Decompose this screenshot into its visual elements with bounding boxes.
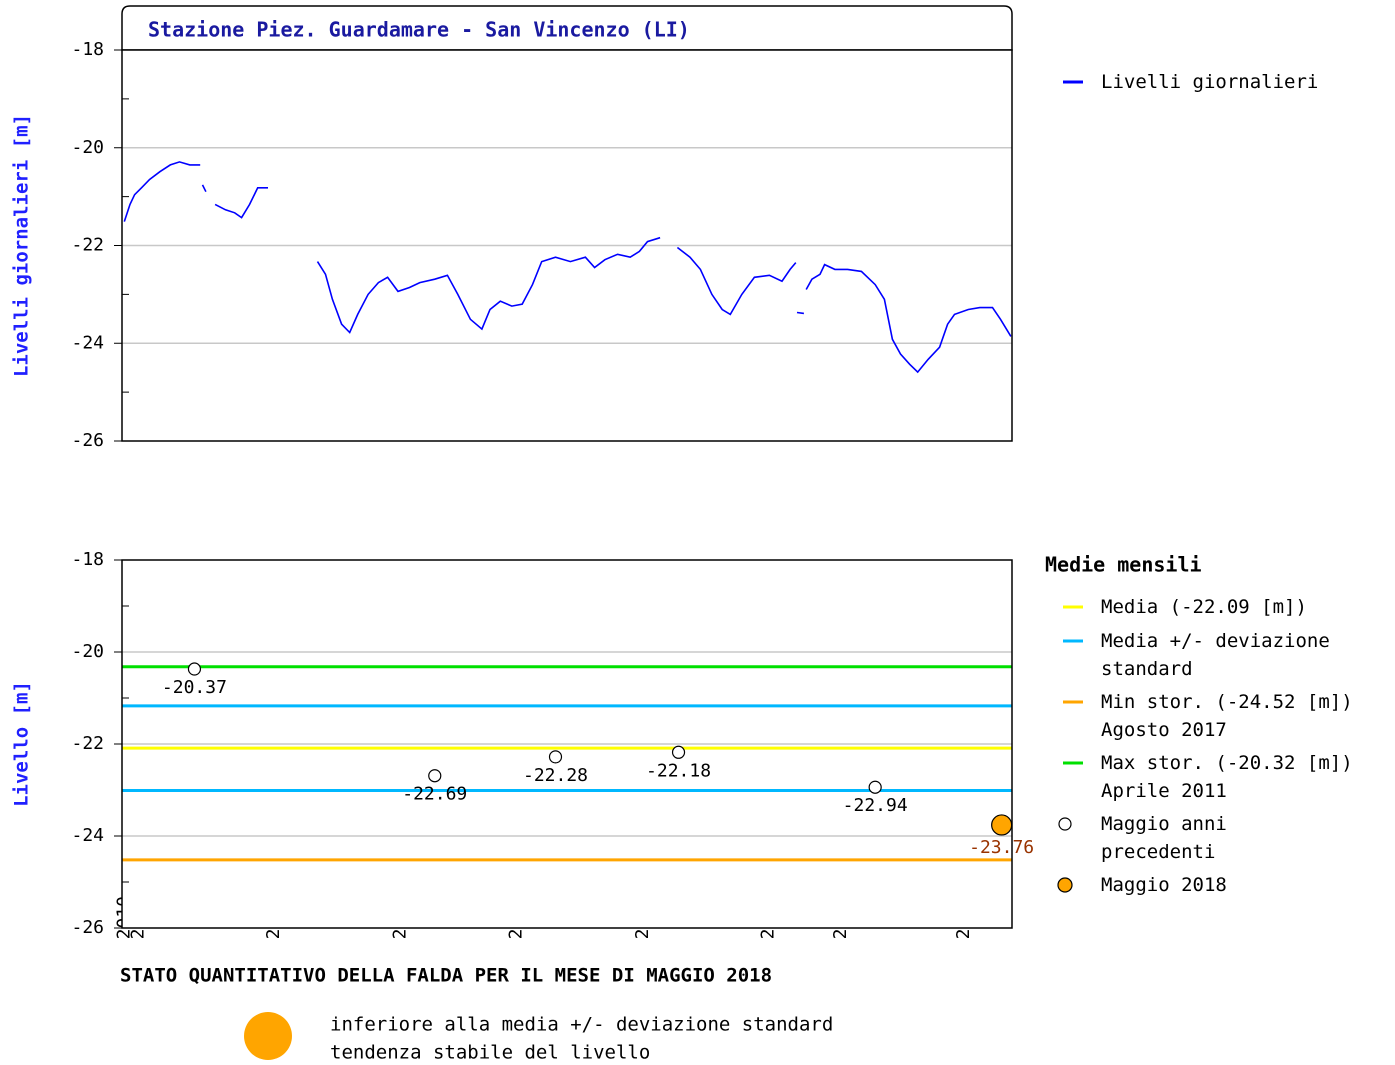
y-tick-label: -26: [71, 917, 104, 938]
y-tick-label: -18: [71, 549, 104, 570]
status-indicator: [244, 1012, 292, 1060]
point: [868, 780, 882, 794]
y-tick-label: -18: [71, 39, 104, 60]
point: [428, 769, 442, 783]
legend-label: Min stor. (-24.52 [m]) Agosto 2017: [1101, 691, 1353, 741]
plot-frame: [121, 49, 1013, 442]
point: [671, 745, 686, 759]
status-text: inferiore alla media +/- deviazione stan…: [330, 1014, 833, 1036]
y-axis-label: Livelli giornalieri [m]: [11, 114, 33, 377]
point: [991, 814, 1013, 836]
legend-label: Maggio 2018: [1101, 874, 1227, 896]
y-tick-label: -26: [71, 430, 104, 451]
data-label: -23.76: [969, 837, 1034, 858]
data-label: -20.37: [162, 677, 227, 698]
point: [548, 750, 563, 764]
legend-label: Max stor. (-20.32 [m]) Aprile 2011: [1101, 752, 1353, 802]
legend-label: Livelli giornalieri: [1101, 71, 1319, 93]
chart-title: Stazione Piez. Guardamare - San Vincenzo…: [148, 18, 690, 42]
y-axis-label: Livello [m]: [11, 681, 33, 807]
y-tick-label: -22: [71, 733, 104, 754]
y-tick-label: -22: [71, 235, 104, 256]
legend-label: Maggio anni precedenti: [1101, 813, 1227, 863]
plot-frame: [121, 559, 1013, 929]
status-text: tendenza stabile del livello: [330, 1042, 650, 1064]
data-label: -22.18: [646, 760, 711, 781]
y-tick-label: -20: [71, 137, 104, 158]
point: [187, 662, 202, 676]
legend-title: Medie mensili: [1045, 553, 1202, 577]
data-label: -22.28: [523, 765, 588, 786]
status-title: STATO QUANTITATIVO DELLA FALDA PER IL ME…: [120, 965, 772, 987]
legend-marker: [1057, 877, 1073, 893]
y-tick-label: -24: [71, 332, 104, 353]
legend-marker: [1058, 817, 1072, 831]
data-label: -22.94: [843, 795, 908, 816]
y-tick-label: -20: [71, 641, 104, 662]
y-tick-label: -24: [71, 825, 104, 846]
legend-label: Media +/- deviazione standard: [1101, 630, 1330, 680]
series-line: [123, 161, 1012, 374]
legend-label: Media (-22.09 [m]): [1101, 596, 1307, 618]
title-box: [121, 5, 1013, 51]
data-label: -22.69: [402, 784, 467, 805]
